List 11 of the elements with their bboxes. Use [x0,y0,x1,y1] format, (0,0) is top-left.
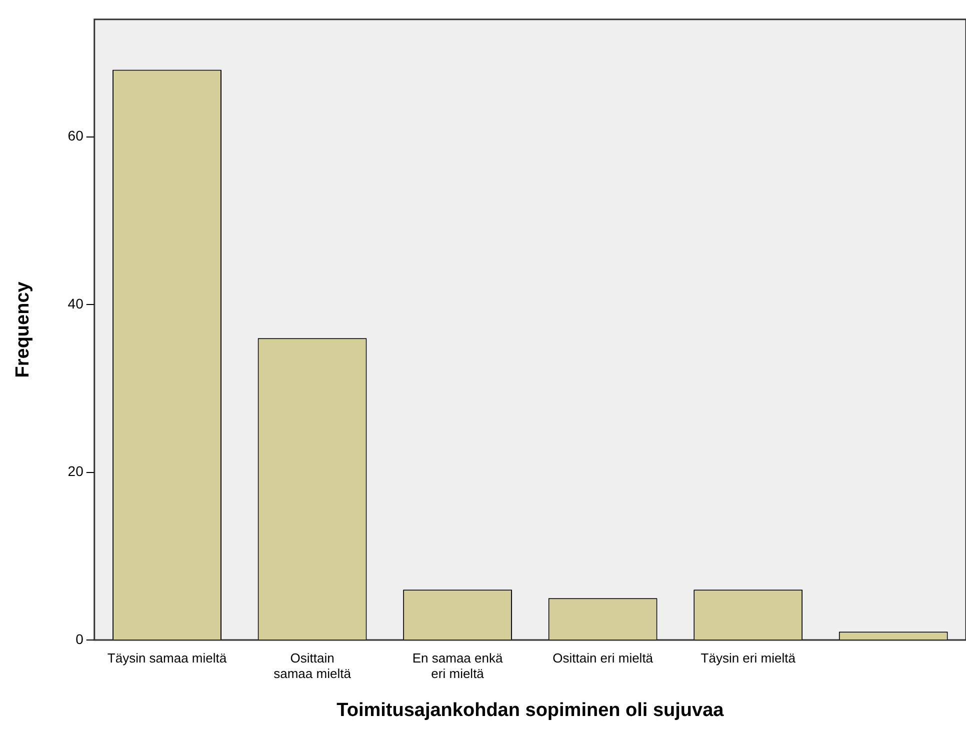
y-tick-label: 40 [68,295,84,312]
y-tick-label: 0 [76,630,84,647]
y-tick-label: 20 [68,463,84,480]
x-tick-label: En samaa enkä eri mieltä [412,650,504,681]
x-tick-label: Täysin samaa mieltä [107,650,228,666]
x-tick-label: Osittain samaa mieltä [274,650,352,681]
y-axis-title: Frequency [12,281,34,378]
y-tick-label: 60 [68,128,84,144]
x-axis-title: Toimitusajankohdan sopiminen oli sujuvaa [336,700,724,721]
x-tick-label: Osittain eri mieltä [552,650,654,666]
x-tick-label: Täysin eri mieltä [700,650,796,666]
